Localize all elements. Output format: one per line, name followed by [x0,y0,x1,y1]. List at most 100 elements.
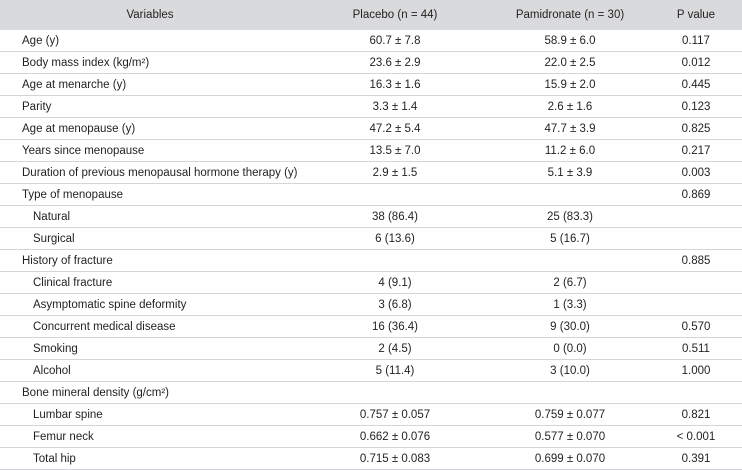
variable-cell: Age (y) [0,30,300,52]
p-cell: 0.012 [650,51,742,74]
variable-cell: Smoking [0,337,300,360]
variable-cell: Parity [0,95,300,118]
placebo-cell: 16.3 ± 1.6 [300,73,490,96]
table-row: Concurrent medical disease 16 (36.4) 9 (30… [0,315,742,338]
table-row: Natural 38 (86.4) 25 (83.3) [0,205,742,228]
table-row: Age at menopause (y) 47.2 ± 5.4 47.7 ± 3.9… [0,117,742,140]
placebo-cell: 0.715 ± 0.083 [300,447,490,470]
pamidronate-cell: 0.699 ± 0.070 [490,447,650,470]
variable-cell: Lumbar spine [0,403,300,426]
empty-cell [650,227,742,250]
table-row: Bone mineral density (g/cm²) [0,381,742,404]
empty-cell [490,381,650,404]
empty-cell [650,271,742,294]
pamidronate-cell: 11.2 ± 6.0 [490,139,650,162]
header-row: Variables Placebo (n = 44) Pamidronate (n … [0,0,742,30]
placebo-cell: 4 (9.1) [300,271,490,294]
table-row: Age at menarche (y) 16.3 ± 1.6 15.9 ± 2.0 0… [0,73,742,96]
pamidronate-cell: 5 (16.7) [490,227,650,250]
p-cell: 0.869 [650,183,742,206]
p-cell: 0.511 [650,337,742,360]
variable-cell: Surgical [0,227,300,250]
p-cell: 0.445 [650,73,742,96]
variable-cell: Total hip [0,447,300,470]
variable-cell: Type of menopause [0,183,300,206]
placebo-cell: 5 (11.4) [300,359,490,382]
placebo-cell: 2 (4.5) [300,337,490,360]
p-cell: 0.391 [650,447,742,470]
p-cell: 0.117 [650,30,742,52]
variable-cell: Alcohol [0,359,300,382]
placebo-cell: 0.757 ± 0.057 [300,403,490,426]
placebo-cell: 13.5 ± 7.0 [300,139,490,162]
variable-cell: Years since menopause [0,139,300,162]
table-row: Parity 3.3 ± 1.4 2.6 ± 1.6 0.123 [0,95,742,118]
placebo-cell: 6 (13.6) [300,227,490,250]
table-row: Age (y) 60.7 ± 7.8 58.9 ± 6.0 0.117 [0,30,742,52]
table-row: Body mass index (kg/m²) 23.6 ± 2.9 22.0 ± … [0,51,742,74]
p-cell: 0.570 [650,315,742,338]
placebo-cell: 2.9 ± 1.5 [300,161,490,184]
table-row: Femur neck 0.662 ± 0.076 0.577 ± 0.070 < 0.… [0,425,742,448]
empty-cell [650,293,742,316]
pamidronate-cell: 2.6 ± 1.6 [490,95,650,118]
pamidronate-cell: 0 (0.0) [490,337,650,360]
table-row: Clinical fracture 4 (9.1) 2 (6.7) [0,271,742,294]
table-row: Smoking 2 (4.5) 0 (0.0) 0.511 [0,337,742,360]
variable-cell: Clinical fracture [0,271,300,294]
table-row: Asymptomatic spine deformity 3 (6.8) 1 (3.… [0,293,742,316]
variable-cell: Age at menarche (y) [0,73,300,96]
p-cell: < 0.001 [650,425,742,448]
empty-cell [300,183,490,206]
pamidronate-cell: 3 (10.0) [490,359,650,382]
header-cell: Placebo (n = 44) [300,0,490,30]
header-cell: Pamidronate (n = 30) [490,0,650,30]
table-row: Type of menopause 0.869 [0,183,742,206]
p-cell: 0.821 [650,403,742,426]
empty-cell [650,381,742,404]
header-cell: P value [650,0,742,30]
variable-cell: Concurrent medical disease [0,315,300,338]
table-row: Total hip 0.715 ± 0.083 0.699 ± 0.070 0.391 [0,447,742,470]
placebo-cell: 0.662 ± 0.076 [300,425,490,448]
pamidronate-cell: 25 (83.3) [490,205,650,228]
p-cell: 0.003 [650,161,742,184]
table-row: Years since menopause 13.5 ± 7.0 11.2 ± 6.… [0,139,742,162]
pamidronate-cell: 9 (30.0) [490,315,650,338]
p-cell: 0.123 [650,95,742,118]
pamidronate-cell: 5.1 ± 3.9 [490,161,650,184]
pamidronate-cell: 2 (6.7) [490,271,650,294]
p-cell: 0.217 [650,139,742,162]
table-row: Lumbar spine 0.757 ± 0.057 0.759 ± 0.077 0.… [0,403,742,426]
pamidronate-cell: 58.9 ± 6.0 [490,30,650,52]
empty-cell [300,381,490,404]
variable-cell: Bone mineral density (g/cm²) [0,381,300,404]
pamidronate-cell: 0.577 ± 0.070 [490,425,650,448]
header-cell: Variables [0,0,300,30]
variable-cell: Asymptomatic spine deformity [0,293,300,316]
variable-cell: Natural [0,205,300,228]
variable-cell: History of fracture [0,249,300,272]
empty-cell [650,205,742,228]
pamidronate-cell: 1 (3.3) [490,293,650,316]
variable-cell: Age at menopause (y) [0,117,300,140]
table-row: Duration of previous menopausal hormone … [0,161,742,184]
placebo-cell: 47.2 ± 5.4 [300,117,490,140]
empty-cell [490,249,650,272]
pamidronate-cell: 0.759 ± 0.077 [490,403,650,426]
placebo-cell: 3.3 ± 1.4 [300,95,490,118]
variable-cell: Femur neck [0,425,300,448]
pamidronate-cell: 22.0 ± 2.5 [490,51,650,74]
placebo-cell: 3 (6.8) [300,293,490,316]
table-row: Surgical 6 (13.6) 5 (16.7) [0,227,742,250]
table-body: Age (y) 60.7 ± 7.8 58.9 ± 6.0 0.117 Body mas… [0,30,742,470]
variable-cell: Duration of previous menopausal hormone … [0,161,300,184]
empty-cell [300,249,490,272]
table-row: Alcohol 5 (11.4) 3 (10.0) 1.000 [0,359,742,382]
p-cell: 0.885 [650,249,742,272]
p-cell: 1.000 [650,359,742,382]
p-cell: 0.825 [650,117,742,140]
placebo-cell: 23.6 ± 2.9 [300,51,490,74]
table-row: History of fracture 0.885 [0,249,742,272]
